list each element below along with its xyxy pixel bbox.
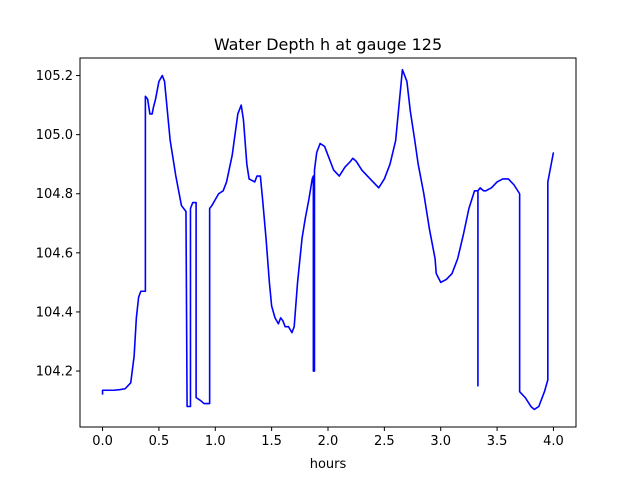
y-tick-label: 104.6	[36, 246, 73, 261]
plot-area	[101, 68, 555, 411]
y-tick-label: 104.2	[36, 365, 73, 380]
x-axis-label: hours	[310, 457, 347, 472]
x-tick-label: 2.0	[318, 434, 339, 449]
x-tick-label: 4.0	[543, 434, 564, 449]
x-tick-label: 2.5	[374, 434, 395, 449]
y-tick-label: 104.8	[36, 187, 73, 202]
x-axis: 0.0 0.5 1.0 1.5 2.0 2.5 3.0 3.5 4.0	[92, 427, 564, 449]
x-tick-label: 3.5	[487, 434, 508, 449]
y-tick-label: 105.0	[36, 128, 73, 143]
x-tick-label: 3.0	[430, 434, 451, 449]
series-line-0	[101, 68, 555, 411]
y-tick-label: 104.4	[36, 305, 73, 320]
x-tick-label: 0.5	[149, 434, 170, 449]
x-tick-label: 1.5	[261, 434, 282, 449]
y-axis: 104.2 104.4 104.6 104.8 105.0 105.2	[36, 69, 80, 380]
x-tick-label: 1.0	[205, 434, 226, 449]
chart-title: Water Depth h at gauge 125	[214, 35, 442, 54]
y-tick-label: 105.2	[36, 69, 73, 84]
x-tick-label: 0.0	[92, 434, 113, 449]
